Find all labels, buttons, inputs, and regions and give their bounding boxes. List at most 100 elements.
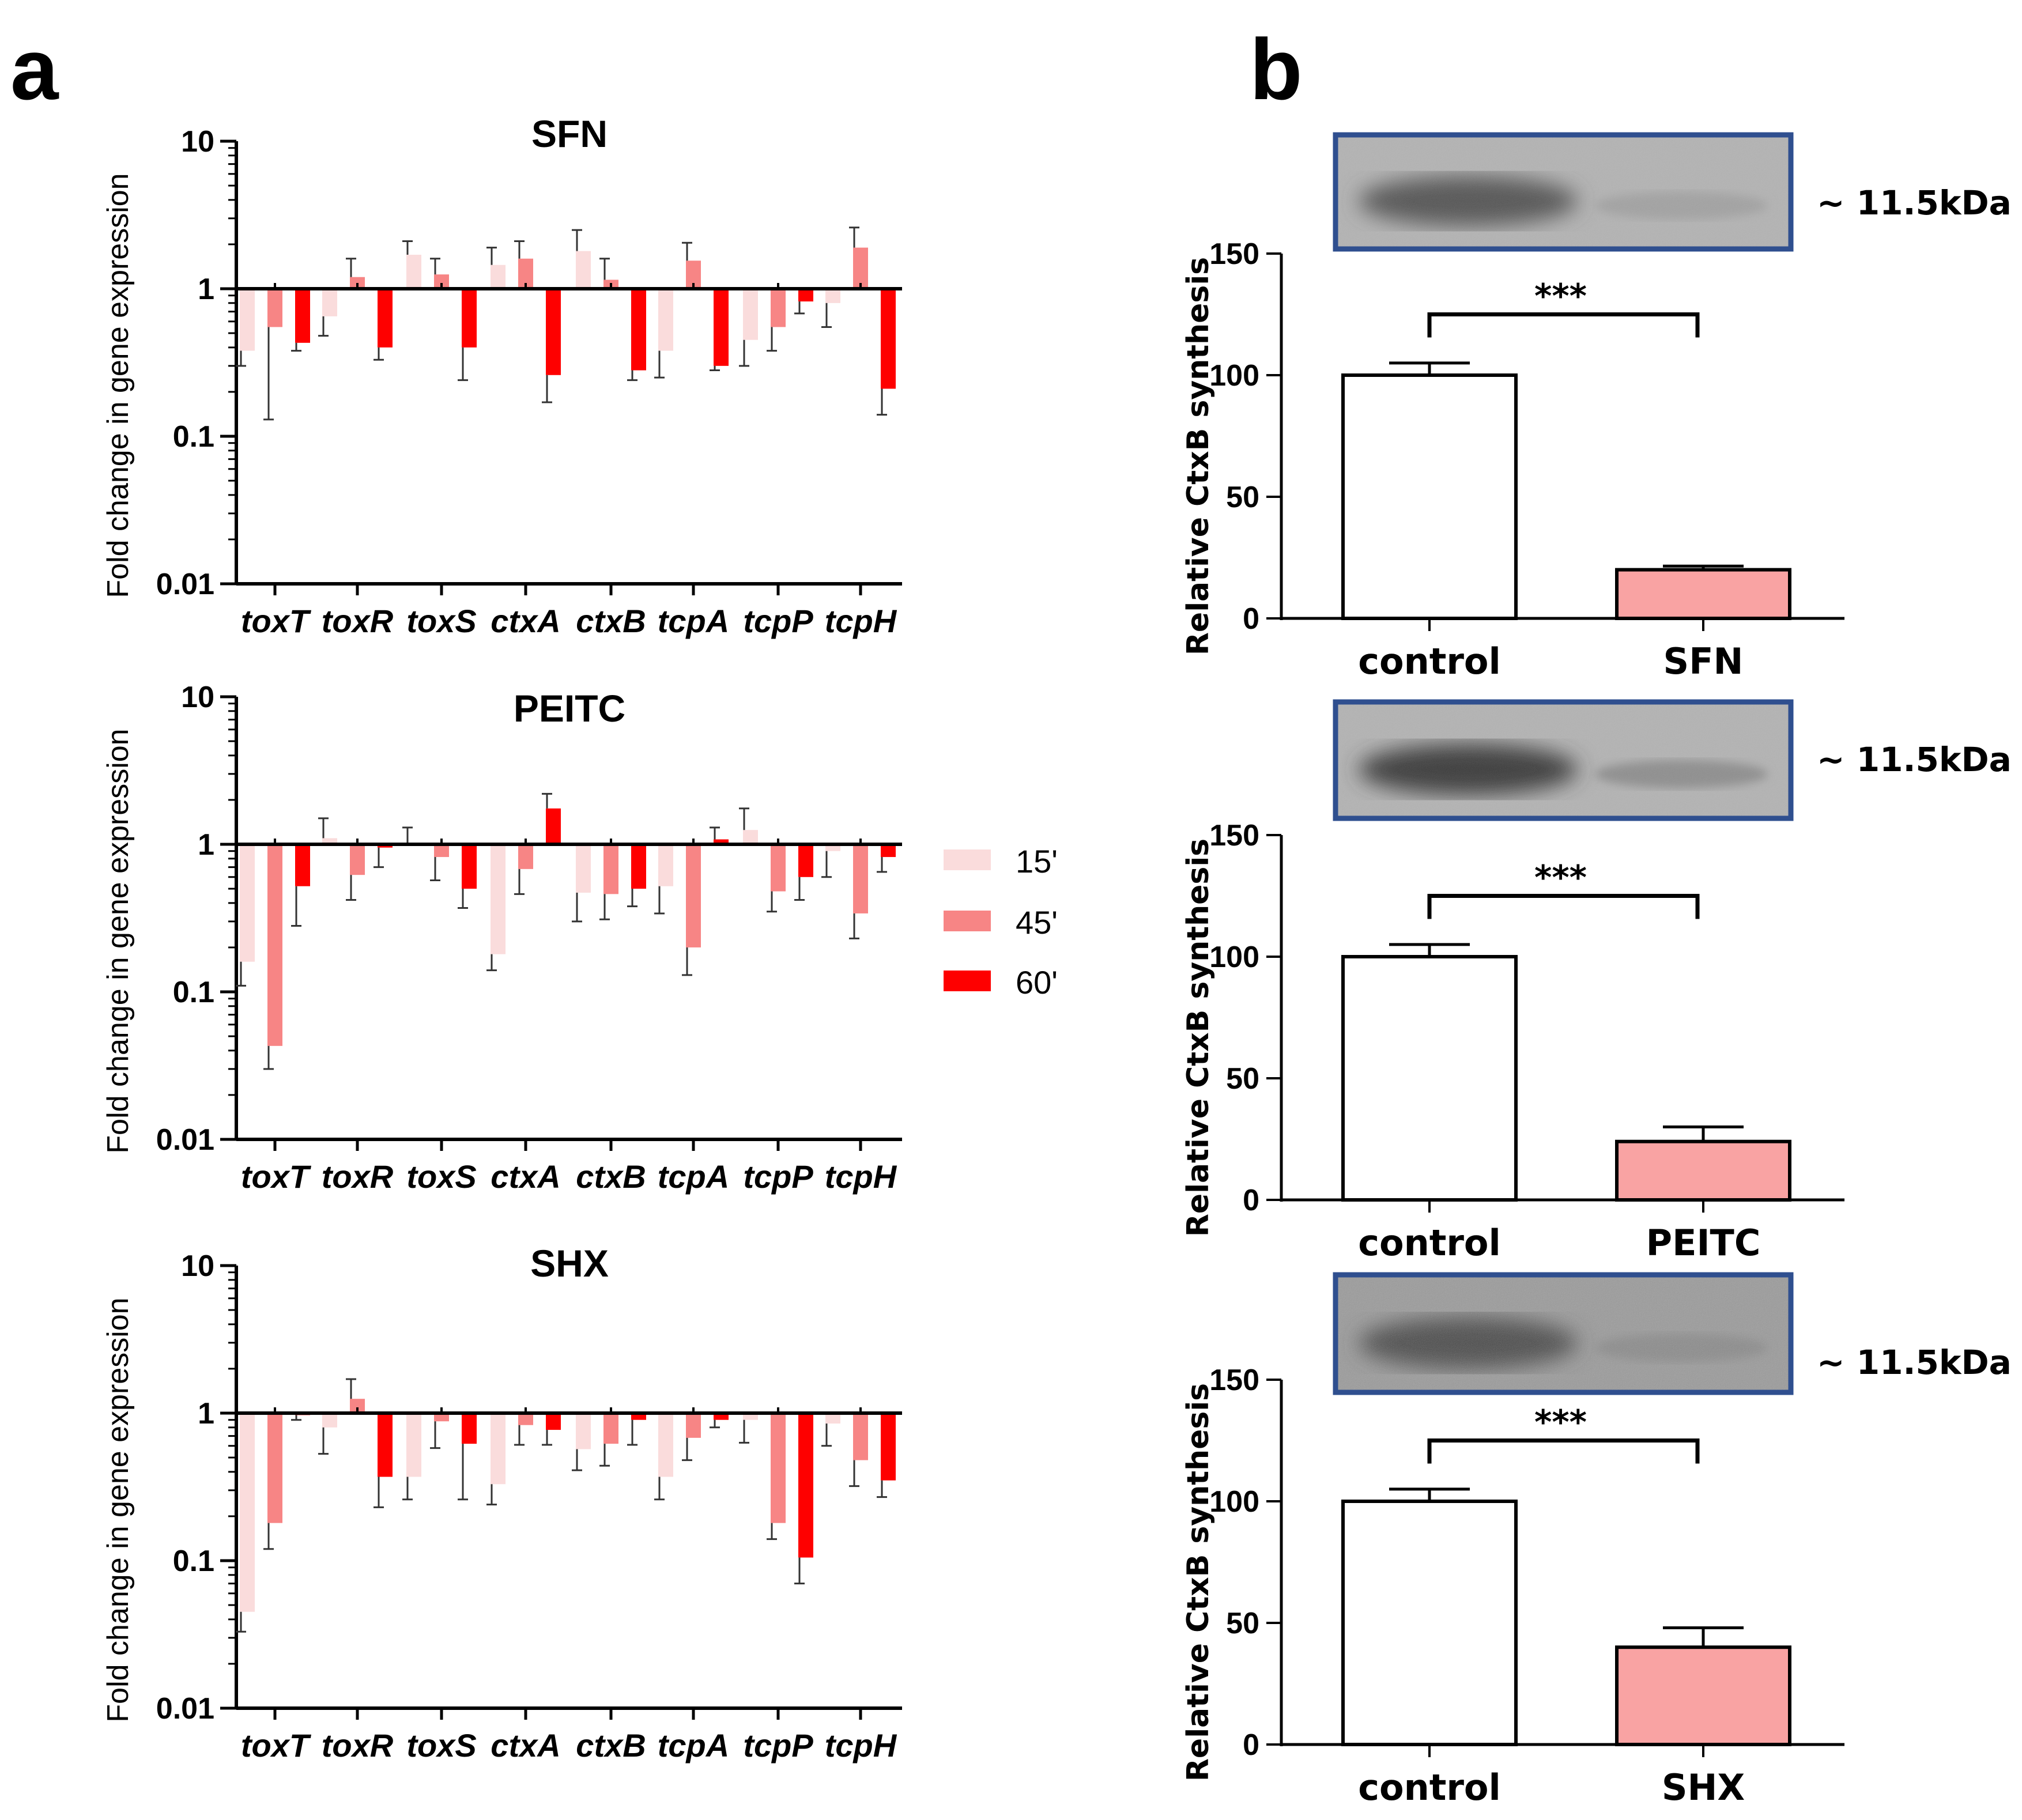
western-blot-image bbox=[1333, 132, 1794, 252]
log-chart-0: SFN 10 1 0.1 0.01 Fold change in gene express… bbox=[101, 112, 902, 639]
blot-grain bbox=[1336, 135, 1791, 249]
bar-ctxA-2 bbox=[546, 289, 561, 375]
significance-bracket bbox=[1427, 312, 1700, 338]
bar-tcpA-0 bbox=[658, 844, 673, 886]
category-label: SFN bbox=[1663, 640, 1744, 682]
category-label: tcpH bbox=[825, 1158, 897, 1195]
y-tick-label: 1 bbox=[198, 828, 214, 862]
bar-ctxA-1 bbox=[518, 844, 533, 869]
bar-toxS-2 bbox=[462, 1413, 477, 1444]
category-label: ctxA bbox=[491, 1727, 560, 1764]
category-label: tcpP bbox=[743, 1158, 813, 1195]
panel-label-b: b bbox=[1250, 21, 1303, 118]
bar-toxT-2 bbox=[295, 844, 310, 886]
chart-title: SHX bbox=[530, 1242, 609, 1285]
y-tick-label: 50 bbox=[1226, 481, 1259, 514]
category-label: toxS bbox=[406, 1158, 476, 1195]
bar-toxR-2 bbox=[378, 1413, 393, 1477]
y-tick-label: 0.1 bbox=[173, 1545, 214, 1578]
legend-label-15: 15' bbox=[1016, 843, 1058, 879]
y-tick-label: 50 bbox=[1226, 1607, 1259, 1640]
bar-tcpH-0 bbox=[825, 844, 840, 851]
category-label: ctxA bbox=[491, 603, 560, 639]
y-tick-label: 50 bbox=[1226, 1062, 1259, 1096]
significance-bracket bbox=[1427, 894, 1700, 919]
y-tick-label: 0.01 bbox=[156, 1123, 214, 1157]
y-tick-label: 10 bbox=[181, 1249, 214, 1283]
y-tick-label: 0.1 bbox=[173, 420, 214, 454]
category-label: ctxB bbox=[576, 603, 646, 639]
category-label: ctxB bbox=[576, 1158, 646, 1195]
bar-ctxA-0 bbox=[491, 1413, 506, 1485]
category-label: tcpA bbox=[658, 1727, 729, 1764]
y-tick-label: 0 bbox=[1243, 1728, 1259, 1762]
bar-PEITC bbox=[1615, 1139, 1791, 1202]
y-axis-label: Relative CtxB synthesis bbox=[1181, 257, 1216, 655]
bar-tcpH-1 bbox=[853, 844, 868, 913]
y-tick-label: 150 bbox=[1209, 1364, 1259, 1397]
category-label: toxT bbox=[241, 1158, 312, 1195]
bar-toxT-1 bbox=[267, 1413, 282, 1523]
category-label: SHX bbox=[1662, 1766, 1745, 1808]
bar-ctxB-2 bbox=[631, 844, 646, 889]
category-label: toxT bbox=[241, 1727, 312, 1764]
bar-tcpP-0 bbox=[743, 1413, 758, 1420]
category-label: tcpA bbox=[658, 603, 729, 639]
bar-tcpA-0 bbox=[658, 1413, 673, 1477]
bar-tcpA-0 bbox=[658, 289, 673, 351]
bar-toxS-1 bbox=[434, 1413, 449, 1422]
bar-toxT-0 bbox=[240, 289, 255, 351]
category-label: tcpA bbox=[658, 1158, 729, 1195]
category-label: PEITC bbox=[1646, 1222, 1761, 1264]
panel-label-a: a bbox=[10, 21, 59, 118]
bar-chart-1: ~ 11.5kDa 150 100 50 0 Relative CtxB synthesi… bbox=[1181, 699, 2012, 1264]
bar-tcpP-2 bbox=[798, 844, 813, 877]
category-label: control bbox=[1358, 1766, 1501, 1808]
bar-toxR-1 bbox=[350, 844, 365, 875]
y-tick-label: 0.01 bbox=[156, 568, 214, 601]
y-axis-label: Fold change in gene expression bbox=[101, 173, 135, 598]
chart-title: PEITC bbox=[514, 687, 625, 730]
bar-toxR-0 bbox=[322, 1413, 337, 1428]
y-axis-label: Relative CtxB synthesis bbox=[1181, 839, 1216, 1237]
bar-tcpP-1 bbox=[771, 289, 786, 327]
bar-control bbox=[1341, 955, 1518, 1202]
bar-toxT-1 bbox=[267, 844, 282, 1046]
y-tick-label: 10 bbox=[181, 681, 214, 714]
y-tick-label: 0.01 bbox=[156, 1692, 214, 1725]
bar-chart-0: ~ 11.5kDa 150 100 50 0 Relative CtxB synthesi… bbox=[1181, 132, 2012, 682]
bar-tcpH-1 bbox=[853, 1413, 868, 1460]
bar-toxR-2 bbox=[378, 289, 393, 348]
category-label: toxS bbox=[406, 1727, 476, 1764]
y-tick-label: 150 bbox=[1209, 237, 1259, 271]
blot-border bbox=[1333, 132, 1794, 252]
bar-tcpH-2 bbox=[881, 844, 896, 858]
legend-swatch-15 bbox=[944, 849, 991, 870]
category-label: tcpP bbox=[743, 603, 813, 639]
category-label: toxR bbox=[322, 1158, 394, 1195]
significance-stars: *** bbox=[1534, 858, 1587, 897]
bar-toxS-2 bbox=[462, 844, 477, 889]
y-tick-label: 1 bbox=[198, 273, 214, 306]
y-tick-label: 0 bbox=[1243, 1184, 1259, 1217]
category-label: tcpH bbox=[825, 603, 897, 639]
bar-ctxB-0 bbox=[576, 251, 591, 289]
bar-toxS-2 bbox=[462, 289, 477, 348]
bar-ctxB-1 bbox=[603, 844, 618, 894]
log-chart-2: SHX 10 1 0.1 0.01 Fold change in gene express… bbox=[101, 1242, 902, 1764]
bar-ctxB-2 bbox=[631, 289, 646, 371]
category-label: tcpP bbox=[743, 1727, 813, 1764]
legend-swatch-45 bbox=[944, 911, 991, 931]
y-tick-label: 1 bbox=[198, 1397, 214, 1430]
panel-b-charts: ~ 11.5kDa 150 100 50 0 Relative CtxB synthesi… bbox=[1181, 132, 2012, 1808]
significance-stars: *** bbox=[1534, 277, 1587, 316]
bar-toxT-0 bbox=[240, 844, 255, 962]
y-tick-label: 100 bbox=[1209, 359, 1259, 392]
bar-toxT-1 bbox=[267, 289, 282, 327]
y-tick-label: 150 bbox=[1209, 819, 1259, 852]
category-label: toxS bbox=[406, 603, 476, 639]
bar-tcpA-2 bbox=[714, 1413, 729, 1420]
bar-tcpA-1 bbox=[686, 1413, 701, 1438]
bar-ctxB-0 bbox=[576, 844, 591, 893]
blot-border bbox=[1333, 1272, 1794, 1395]
